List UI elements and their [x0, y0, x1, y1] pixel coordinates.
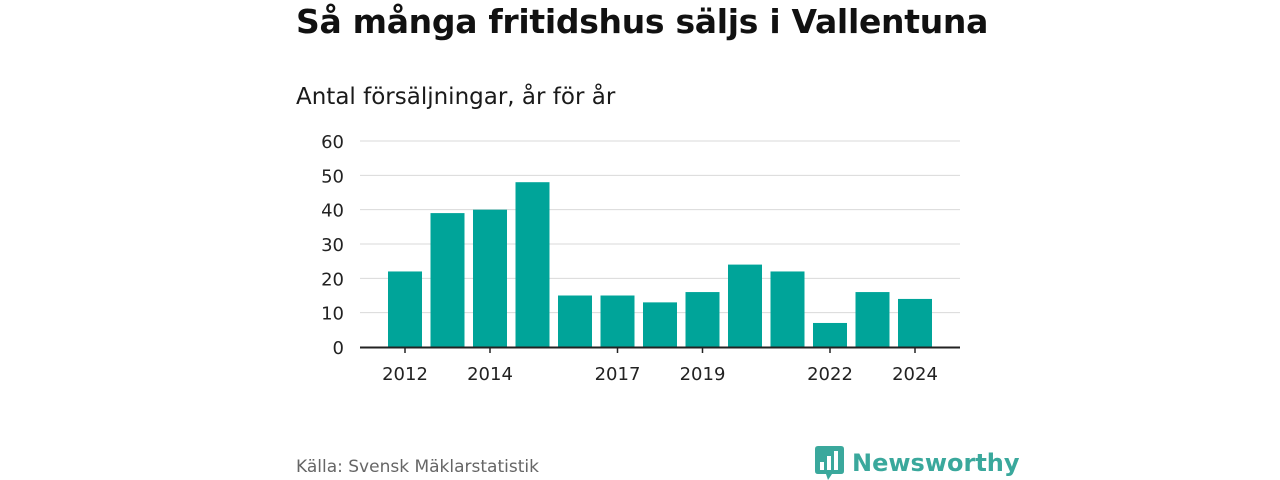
- bar-2018: [643, 302, 677, 347]
- bar-2020: [728, 264, 762, 347]
- y-tick-label: 0: [333, 338, 344, 359]
- x-tick-label: 2014: [467, 364, 513, 385]
- bar-2012: [388, 271, 422, 347]
- x-tick-label: 2022: [807, 364, 853, 385]
- bar-2014: [473, 209, 507, 347]
- y-tick-label: 40: [321, 201, 344, 222]
- x-tick-label: 2012: [382, 364, 428, 385]
- y-tick-label: 60: [321, 132, 344, 153]
- chart-subtitle: Antal försäljningar, år för år: [296, 84, 616, 110]
- newsworthy-brand-name: Newsworthy: [852, 449, 1020, 477]
- bar-chart: 0 10 20 30 40 50 60 2012 2014 2017 2019 2022 2024: [321, 132, 960, 385]
- y-tick-label: 30: [321, 235, 344, 256]
- bar-2017: [600, 295, 635, 347]
- x-tick-label: 2019: [680, 364, 726, 385]
- bar-2016: [558, 295, 592, 347]
- y-tick-label: 20: [321, 269, 344, 290]
- bar-2024: [898, 298, 932, 347]
- x-tick-label: 2017: [595, 364, 641, 385]
- chart-title: Så många fritidshus säljs i Vallentuna: [296, 2, 989, 41]
- newsworthy-brand[interactable]: Newsworthy: [815, 446, 1020, 480]
- bar-2013: [430, 213, 465, 347]
- source-text: Källa: Svensk Mäklarstatistik: [296, 457, 539, 477]
- bar-2021: [770, 271, 805, 347]
- bar-2015: [515, 182, 550, 347]
- newsworthy-logo-icon: [815, 446, 844, 480]
- y-tick-label: 50: [321, 166, 344, 187]
- bar-2022: [813, 322, 847, 347]
- bar-2023: [855, 292, 890, 347]
- x-tick-label: 2024: [892, 364, 938, 385]
- bar-2019: [685, 292, 720, 347]
- y-tick-label: 10: [321, 304, 344, 325]
